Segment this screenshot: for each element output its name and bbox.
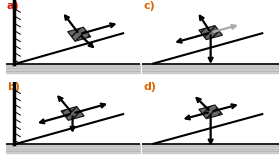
Bar bbox=[199, 105, 222, 119]
Text: c): c) bbox=[144, 1, 155, 11]
Bar bbox=[61, 107, 84, 120]
Bar bbox=[199, 26, 222, 40]
Text: a): a) bbox=[7, 1, 20, 11]
Bar bbox=[68, 27, 91, 41]
Text: b): b) bbox=[7, 82, 20, 92]
Text: d): d) bbox=[144, 82, 157, 92]
